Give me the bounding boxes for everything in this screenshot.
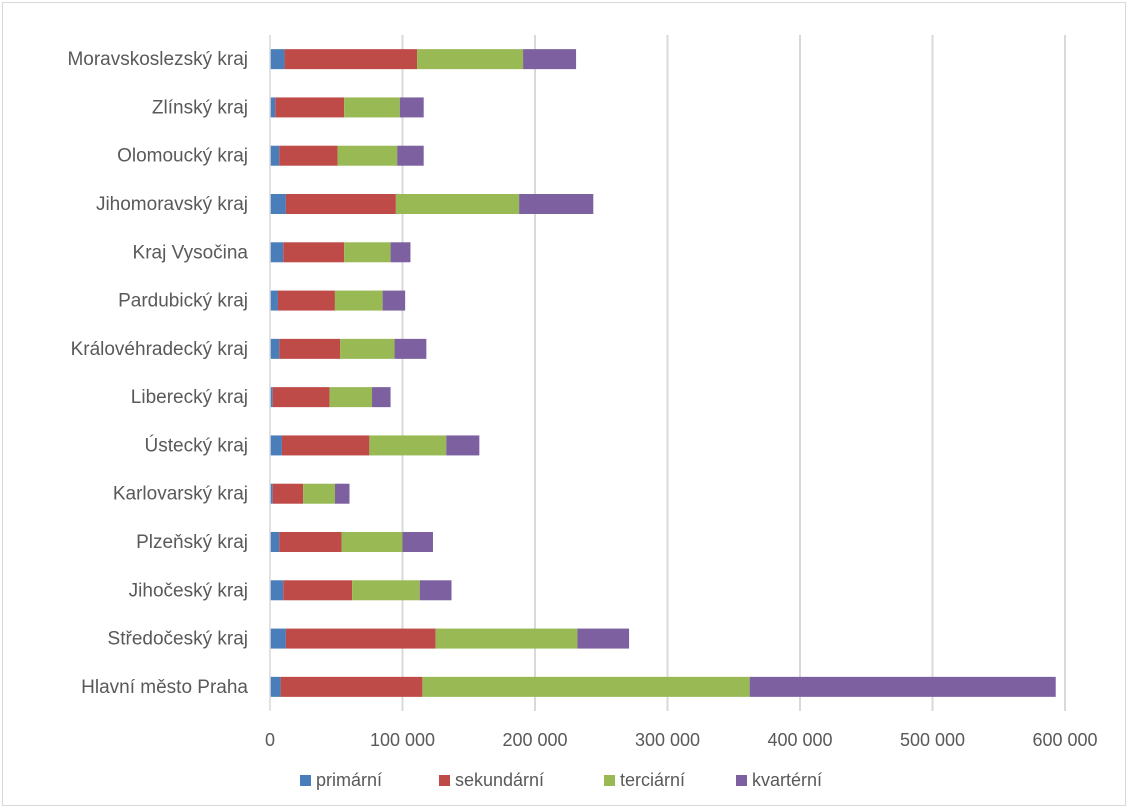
x-tick-label: 400 000: [767, 730, 832, 750]
bar-segment: [279, 145, 338, 166]
bar-segment: [270, 532, 280, 552]
bar-segment: [397, 145, 424, 166]
bar-segment: [281, 435, 370, 456]
category-label: Jihomoravský kraj: [96, 194, 248, 215]
bar-segment: [270, 194, 286, 214]
bar-segment: [270, 628, 286, 649]
category-label: Karlovarský kraj: [113, 484, 248, 505]
bar-segment: [270, 387, 273, 408]
bar-segment: [372, 387, 391, 408]
legend-label: terciární: [620, 770, 685, 790]
legend-swatch: [736, 775, 747, 786]
bar-segment: [285, 194, 396, 214]
bar-segment: [285, 628, 436, 649]
bar-segment: [277, 290, 335, 311]
bar-segment: [394, 338, 427, 359]
category-label: Ústecký kraj: [145, 434, 248, 456]
legend-swatch: [439, 775, 450, 786]
bars: [270, 49, 1056, 697]
bar-segment: [519, 194, 594, 214]
bar-segment: [334, 290, 383, 311]
bar-segment: [352, 580, 420, 601]
category-label: Jihočeský kraj: [129, 580, 248, 601]
bar-segment: [369, 435, 447, 456]
bar-segment: [284, 49, 418, 70]
bar-segment: [422, 676, 750, 697]
x-tick-label: 0: [265, 730, 275, 750]
bar-segment: [435, 628, 578, 649]
bar-segment: [303, 483, 335, 504]
bar-segment: [399, 97, 424, 118]
bar-segment: [419, 580, 452, 601]
bar-segment: [270, 676, 281, 697]
bar-segment: [390, 242, 411, 263]
category-labels: Moravskoslezský kraj Zlínský kraj Olomouck…: [67, 49, 248, 698]
bar-segment: [279, 532, 342, 552]
x-tick-label: 200 000: [502, 730, 567, 750]
bar-segment: [749, 676, 1056, 697]
category-label: Pardubický kraj: [118, 291, 248, 312]
bar-segment: [270, 97, 276, 118]
category-label: Zlínský kraj: [152, 97, 248, 118]
legend-label: kvartérní: [752, 770, 822, 790]
legend-swatch: [300, 775, 311, 786]
bar-segment: [270, 290, 278, 311]
x-tick-label: 300 000: [635, 730, 700, 750]
category-label: Středočeský kraj: [108, 629, 248, 650]
bar-segment: [272, 387, 330, 408]
bar-segment: [270, 580, 284, 601]
bar-segment: [329, 387, 373, 408]
bar-segment: [270, 49, 285, 70]
bar-segment: [283, 242, 345, 263]
bar-segment: [280, 676, 423, 697]
bar-segment: [270, 242, 284, 263]
stacked-bar-chart: Moravskoslezský kraj Zlínský kraj Olomouck…: [67, 35, 1098, 790]
bar-segment: [340, 338, 395, 359]
bar-segment: [382, 290, 406, 311]
category-label: Hlavní město Praha: [81, 677, 248, 698]
legend-label: primární: [316, 770, 382, 790]
bar-segment: [275, 97, 345, 118]
x-tick-label: 100 000: [370, 730, 435, 750]
bar-segment: [270, 435, 282, 456]
bar-segment: [270, 145, 280, 166]
bar-segment: [270, 338, 280, 359]
x-tick-label: 600 000: [1032, 730, 1097, 750]
bar-segment: [446, 435, 480, 456]
gridlines: [401, 35, 1066, 711]
bar-segment: [344, 242, 391, 263]
bar-segment: [344, 97, 400, 118]
legend-swatch: [604, 775, 615, 786]
legend-label: sekundární: [455, 770, 544, 790]
bar-segment: [272, 483, 304, 504]
bar-segment: [523, 49, 577, 70]
category-label: Liberecký kraj: [131, 387, 248, 408]
bar-segment: [395, 194, 520, 214]
category-label: Kraj Vysočina: [133, 242, 249, 263]
tick-labels: 0 100 000 200 000 300 000 400 000 500 000 600 …: [265, 730, 1098, 750]
bar-segment: [341, 532, 403, 552]
category-label: Moravskoslezský kraj: [67, 49, 248, 70]
category-label: Královéhradecký kraj: [71, 339, 248, 360]
bar-segment: [337, 145, 398, 166]
bar-segment: [577, 628, 630, 649]
category-label: Plzeňský kraj: [136, 532, 248, 553]
category-label: Olomoucký kraj: [117, 146, 248, 167]
bar-segment: [417, 49, 524, 70]
bar-segment: [270, 483, 273, 504]
legend: primární sekundární terciární kvartérní: [300, 770, 822, 790]
bar-segment: [402, 532, 433, 552]
bar-segment: [279, 338, 341, 359]
bar-segment: [334, 483, 350, 504]
bar-segment: [283, 580, 353, 601]
x-tick-label: 500 000: [900, 730, 965, 750]
